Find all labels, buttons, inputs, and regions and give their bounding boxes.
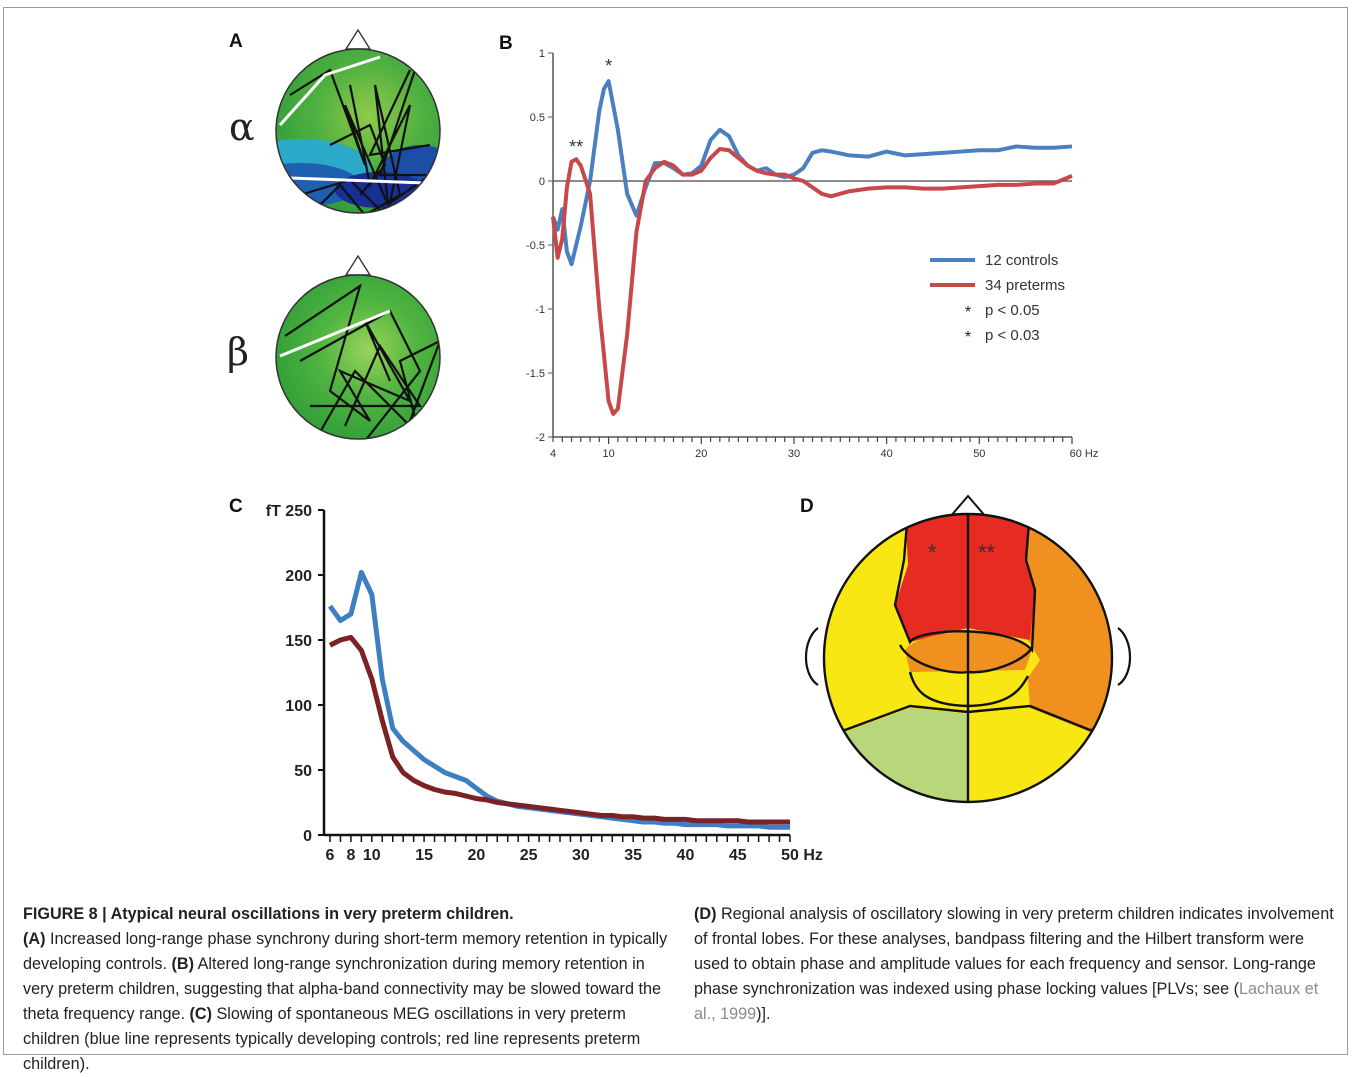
- caption-left: FIGURE 8 | Atypical neural oscillations …: [23, 902, 668, 1077]
- chart-b: 10.50-0.5-1-1.5-24 10 20 30 40 50 60 Hz***12 c…: [526, 48, 1099, 460]
- figure-frame: [3, 7, 1348, 1055]
- regional-head-map: * **: [805, 494, 1131, 804]
- c-y-tick-label: 200: [285, 568, 312, 585]
- panel-b-label: B: [499, 33, 513, 54]
- b-legend-label: 34 preterms: [985, 277, 1065, 294]
- c-y-tick-label: 150: [285, 633, 312, 650]
- b-y-tick-label: -2: [535, 432, 545, 444]
- caption-c-text: Slowing of spontaneous MEG oscillations …: [23, 1005, 641, 1073]
- panel-c-label: C: [229, 496, 243, 517]
- beta-label: β: [227, 330, 249, 374]
- c-x-tick-label: 8: [346, 847, 355, 864]
- caption-b-label: (B): [171, 955, 194, 973]
- c-x-tick-label: 20: [467, 847, 485, 864]
- c-series-controls: [327, 569, 790, 830]
- b-legend-label: p < 0.05: [985, 302, 1040, 319]
- c-y-tick-label: 0: [303, 828, 312, 845]
- b-y-tick-label: 1: [539, 48, 545, 60]
- b-legend-label: p < 0.03: [985, 327, 1040, 344]
- b-y-tick-label: 0.5: [530, 112, 545, 124]
- b-x-tick-label: 10: [602, 448, 614, 460]
- b-y-tick-label: -0.5: [526, 240, 545, 252]
- caption-b-text: Altered long-range synchronization durin…: [23, 955, 661, 1023]
- chart-c: 0 50 100 150 200 fT 250 6 8 10 15 20 25 30 35 40 45 50 H…: [266, 503, 823, 864]
- b-series-preterms: [551, 147, 1073, 416]
- b-x-tick-label: 60 Hz: [1070, 448, 1099, 460]
- caption-a-text: Increased long-range phase synchrony dur…: [23, 930, 668, 973]
- b-x-tick-label: 20: [695, 448, 707, 460]
- c-x-tick-label: 35: [624, 847, 642, 864]
- panel-d-label: D: [800, 496, 814, 517]
- caption-d-text: Regional analysis of oscillatory slowing…: [694, 905, 1334, 998]
- c-x-tick-label: 25: [520, 847, 538, 864]
- figure-title: FIGURE 8 | Atypical neural oscillations …: [23, 905, 514, 923]
- caption-c-label: (C): [189, 1005, 212, 1023]
- c-series-preterms: [328, 634, 790, 825]
- c-x-tick-label: 10: [363, 847, 381, 864]
- alpha-head-map: [275, 28, 441, 214]
- b-x-tick-label: 4: [550, 448, 556, 460]
- c-x-tick-label: 40: [677, 847, 695, 864]
- b-significance-marker: **: [569, 137, 583, 157]
- b-legend-star: *: [965, 329, 971, 346]
- reference-link[interactable]: Lachaux et al., 1999: [694, 980, 1319, 1023]
- panel-a-label: A: [229, 31, 243, 52]
- left-frontal-star: *: [928, 540, 937, 565]
- caption-end: )].: [756, 1005, 771, 1023]
- b-legend-star: *: [965, 304, 971, 321]
- c-y-tick-label: 100: [285, 698, 312, 715]
- caption-a-label: (A): [23, 930, 46, 948]
- c-x-tick-label: 50 Hz: [781, 847, 823, 864]
- c-y-tick-label: 50: [294, 763, 312, 780]
- b-y-tick-label: 0: [539, 176, 545, 188]
- c-x-tick-label: 45: [729, 847, 747, 864]
- b-y-tick-label: -1.5: [526, 368, 545, 380]
- c-x-tick-label: 6: [326, 847, 335, 864]
- caption-d-label: (D): [694, 905, 717, 923]
- c-x-tick-label: 30: [572, 847, 590, 864]
- c-x-tick-label: 15: [415, 847, 433, 864]
- caption-right: (D) Regional analysis of oscillatory slo…: [694, 902, 1339, 1027]
- beta-head-map: [275, 254, 441, 440]
- b-legend-label: 12 controls: [985, 252, 1058, 269]
- b-x-tick-label: 30: [788, 448, 800, 460]
- b-y-tick-label: -1: [535, 304, 545, 316]
- right-frontal-star: **: [978, 540, 996, 565]
- c-y-tick-label: fT 250: [266, 503, 312, 520]
- b-x-tick-label: 50: [973, 448, 985, 460]
- b-significance-marker: *: [605, 56, 612, 76]
- b-x-tick-label: 40: [881, 448, 893, 460]
- alpha-label: α: [229, 105, 255, 149]
